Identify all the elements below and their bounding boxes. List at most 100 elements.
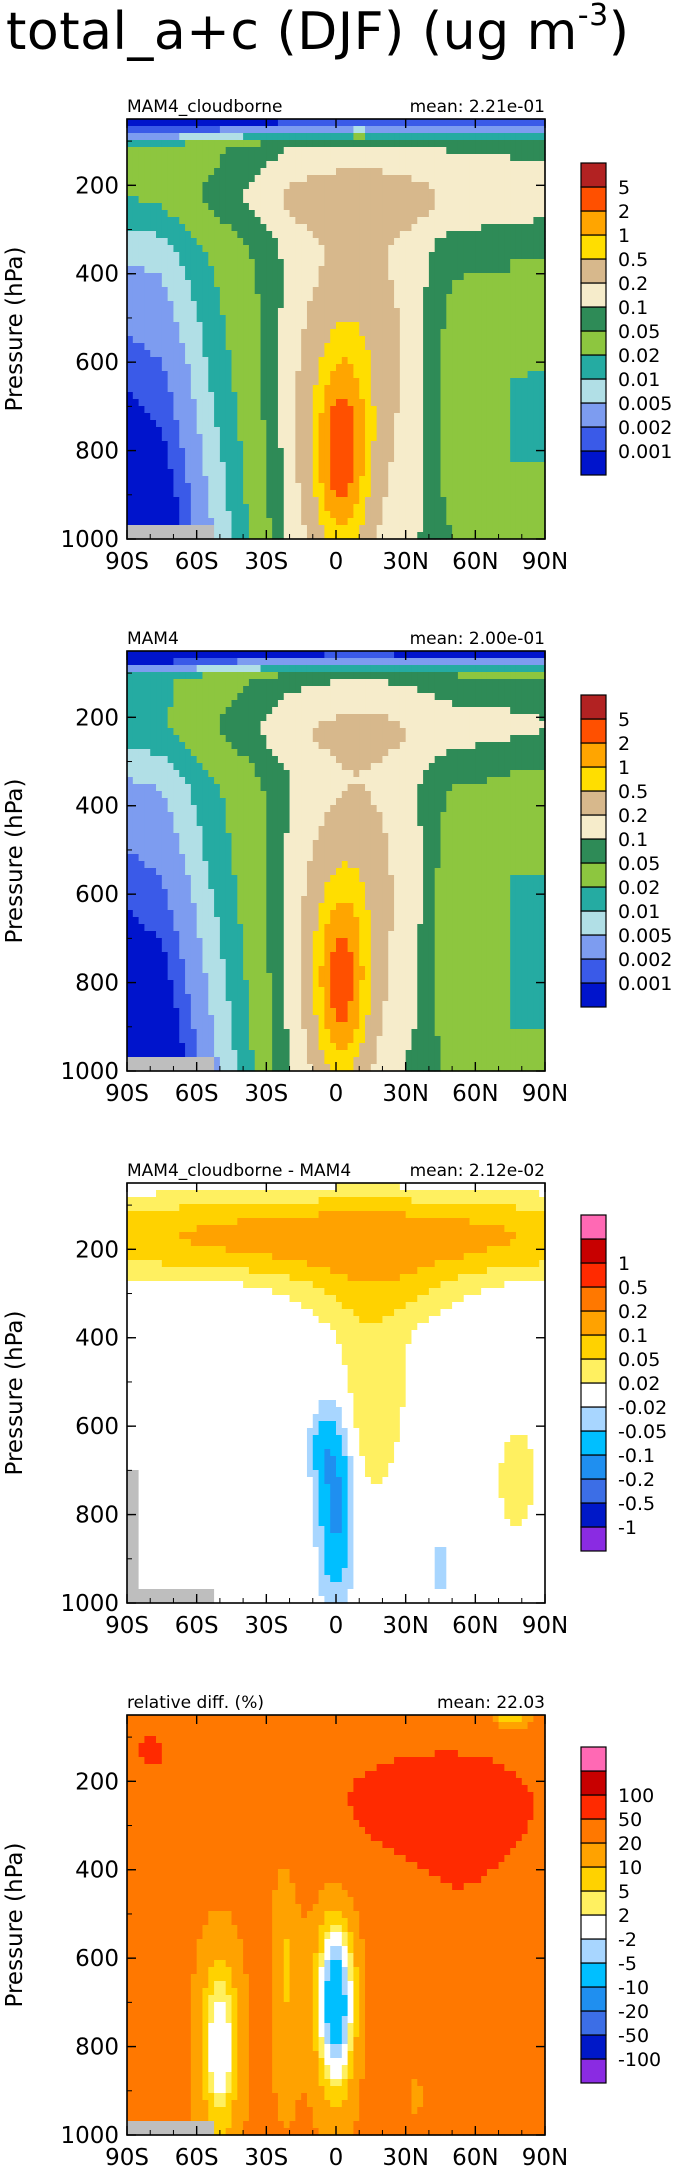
heatmap-cell (138, 161, 146, 169)
heatmap-cell (382, 203, 389, 211)
heatmap-cell (167, 329, 175, 337)
heatmap-cell (388, 504, 395, 512)
heatmap-cell (359, 238, 366, 246)
heatmap-cell (417, 350, 424, 358)
heatmap-cell (440, 378, 447, 386)
heatmap-cell (306, 686, 314, 694)
heatmap-cell (510, 420, 517, 428)
heatmap-cell (324, 693, 331, 701)
heatmap-cell (417, 469, 424, 477)
heatmap-cell (138, 364, 146, 372)
heatmap-cell (127, 497, 134, 505)
heatmap-cell (428, 168, 436, 176)
heatmap-cell (498, 280, 505, 288)
heatmap-cell (353, 189, 360, 197)
panel-1: MAM4_cloudborne mean: 2.21e-0120040060080… (2, 97, 672, 575)
heatmap-cell (394, 518, 401, 526)
heatmap-cell (324, 336, 331, 344)
heatmap-cell (208, 469, 215, 477)
heatmap-cell (370, 182, 378, 190)
heatmap-cell (301, 651, 308, 659)
heatmap-cell (417, 511, 424, 519)
heatmap-cell (359, 196, 366, 204)
heatmap-cell (428, 273, 436, 281)
heatmap-cell (521, 658, 529, 666)
heatmap-cell (156, 693, 163, 701)
heatmap-cell (423, 189, 430, 197)
heatmap-cell (266, 231, 273, 239)
heatmap-cell (359, 469, 366, 477)
heatmap-cell (527, 266, 534, 274)
heatmap-cell (185, 441, 192, 449)
heatmap-cell (388, 189, 395, 197)
heatmap-cell (336, 245, 343, 253)
heatmap-cell (353, 532, 360, 540)
heatmap-cell (457, 490, 465, 498)
heatmap-cell (446, 224, 453, 232)
heatmap-cell (533, 322, 540, 330)
heatmap-cell (533, 378, 540, 386)
heatmap-cell (289, 119, 296, 127)
heatmap-cell (161, 406, 169, 414)
heatmap-cell (452, 217, 459, 225)
heatmap-cell (248, 420, 256, 428)
heatmap-cell (515, 497, 523, 505)
heatmap-cell (440, 497, 447, 505)
heatmap-cell (132, 329, 140, 337)
heatmap-cell (423, 357, 430, 365)
heatmap-cell (411, 322, 418, 330)
heatmap-cell (370, 301, 378, 309)
heatmap-cell (353, 672, 360, 680)
heatmap-cell (347, 532, 355, 540)
heatmap-cell (336, 175, 343, 183)
heatmap-cell (295, 399, 302, 407)
heatmap-cell (150, 427, 157, 435)
heatmap-cell (150, 154, 157, 162)
heatmap-cell (196, 245, 204, 253)
heatmap-cell (190, 140, 198, 148)
heatmap-cell (394, 497, 401, 505)
heatmap-cell (428, 343, 436, 351)
heatmap-cell (336, 658, 343, 666)
heatmap-cell (510, 511, 517, 519)
heatmap-cell (248, 315, 256, 323)
heatmap-cell (248, 196, 256, 204)
heatmap-cell (457, 532, 465, 540)
heatmap-cell (486, 154, 494, 162)
heatmap-cell (510, 322, 517, 330)
heatmap-cell (521, 147, 529, 155)
heatmap-cell (411, 119, 418, 127)
heatmap-cell (417, 301, 424, 309)
heatmap-cell (202, 406, 209, 414)
heatmap-cell (237, 357, 244, 365)
heatmap-cell (463, 504, 471, 512)
heatmap-cell (219, 161, 227, 169)
heatmap-cell (144, 154, 151, 162)
heatmap-cell (411, 693, 418, 701)
heatmap-cell (167, 175, 175, 183)
heatmap-cell (254, 469, 262, 477)
heatmap-cell (365, 259, 372, 267)
heatmap-cell (214, 413, 221, 421)
heatmap-cell (237, 217, 244, 225)
heatmap-cell (231, 532, 238, 540)
heatmap-cell (243, 511, 250, 519)
heatmap-cell (330, 245, 337, 253)
heatmap-cell (515, 301, 523, 309)
heatmap-cell (434, 259, 442, 267)
heatmap-cell (132, 126, 140, 134)
heatmap-cell (515, 140, 523, 148)
heatmap-cell (272, 224, 279, 232)
heatmap-cell (423, 231, 430, 239)
heatmap-cell (353, 182, 360, 190)
heatmap-cell (283, 259, 291, 267)
heatmap-cell (498, 266, 505, 274)
heatmap-cell (185, 420, 192, 428)
heatmap-cell (388, 406, 395, 414)
heatmap-cell (272, 448, 279, 456)
heatmap-cell (167, 147, 175, 155)
heatmap-cell (266, 385, 273, 393)
heatmap-cell (179, 140, 186, 148)
heatmap-cell (225, 238, 233, 246)
heatmap-cell (341, 357, 349, 365)
